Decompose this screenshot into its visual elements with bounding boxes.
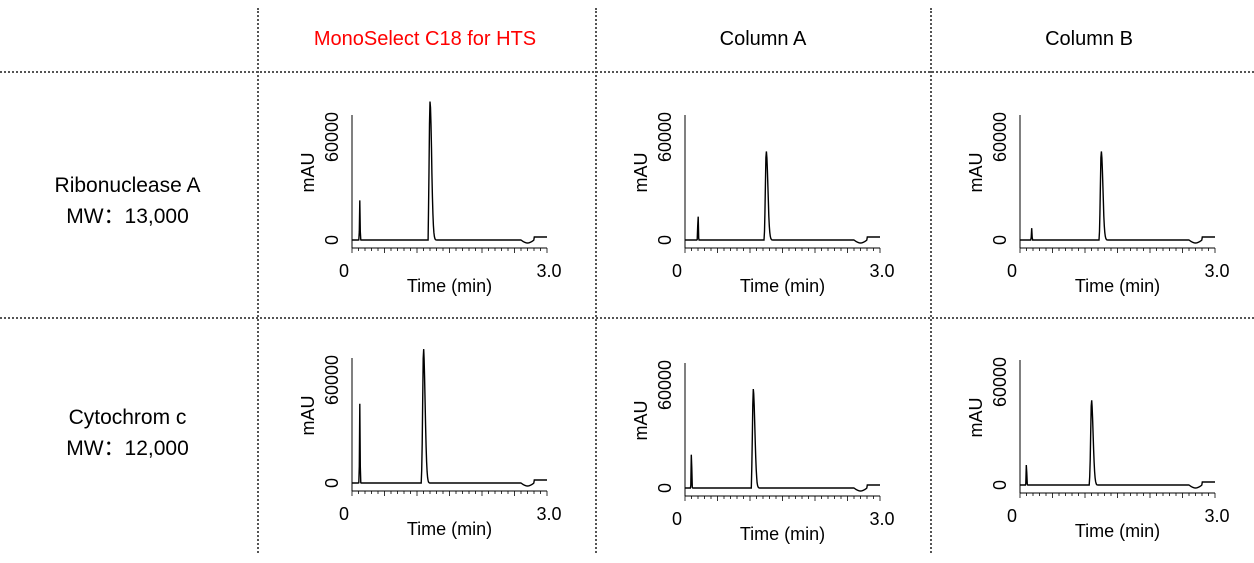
x-axis-label: Time (min) (407, 519, 492, 539)
x-tick-label-end: 3.0 (536, 504, 561, 524)
chromatogram-trace (685, 151, 880, 244)
y-tick-label-zero: 0 (990, 480, 1010, 490)
y-axis-label: mAU (631, 153, 651, 193)
column-header-column-b: Column B (1045, 28, 1133, 50)
y-tick-label-zero: 0 (322, 478, 342, 488)
y-tick-label-max: 60000 (990, 112, 1010, 162)
row-label-ribonuclease: Ribonuclease A MW：13,000 (0, 170, 255, 232)
column-divider-2 (595, 8, 597, 553)
chromatogram-trace (1020, 151, 1215, 244)
header-divider (0, 71, 1254, 73)
x-axis-label: Time (min) (740, 276, 825, 296)
x-tick-label-end: 3.0 (869, 509, 894, 529)
y-axis-label: mAU (966, 398, 986, 438)
x-tick-label-start: 0 (672, 261, 682, 281)
x-tick-label-end: 3.0 (1204, 506, 1229, 526)
x-axis-label: Time (min) (407, 276, 492, 296)
x-tick-label-end: 3.0 (536, 261, 561, 281)
y-axis-label: mAU (298, 396, 318, 436)
y-tick-label-zero: 0 (655, 483, 675, 493)
x-tick-label-end: 3.0 (869, 261, 894, 281)
x-tick-label-start: 0 (672, 509, 682, 529)
x-tick-label-start: 0 (1007, 261, 1017, 281)
chromatogram-trace (352, 349, 547, 487)
column-header-column-a: Column A (719, 28, 807, 50)
x-tick-label-start: 0 (339, 261, 349, 281)
row-mw: MW：12,000 (66, 437, 189, 460)
x-tick-label-start: 0 (1007, 506, 1017, 526)
x-axis-label: Time (min) (1075, 276, 1160, 296)
column-divider-1 (257, 8, 259, 553)
y-tick-label-zero: 0 (990, 235, 1010, 245)
row-mw: MW：13,000 (66, 205, 189, 228)
y-tick-label-zero: 0 (322, 235, 342, 245)
y-tick-label-zero: 0 (655, 235, 675, 245)
y-tick-label-max: 60000 (990, 357, 1010, 407)
x-tick-label-start: 0 (339, 504, 349, 524)
row-name: Ribonuclease A (54, 174, 201, 197)
y-tick-label-max: 60000 (322, 355, 342, 405)
x-axis-label: Time (min) (740, 524, 825, 544)
column-header-monoselect: MonoSelect C18 for HTS (313, 28, 537, 50)
row-name: Cytochrom c (68, 406, 187, 429)
x-tick-label-end: 3.0 (1204, 261, 1229, 281)
chromatogram-trace (352, 101, 547, 244)
y-axis-label: mAU (966, 153, 986, 193)
y-axis-label: mAU (631, 401, 651, 441)
row-label-cytochrom: Cytochrom c MW：12,000 (0, 402, 255, 464)
x-axis-label: Time (min) (1075, 521, 1160, 541)
y-tick-label-max: 60000 (655, 360, 675, 410)
y-tick-label-max: 60000 (655, 112, 675, 162)
chromatogram-trace (1020, 400, 1215, 489)
chromatogram-trace (685, 388, 880, 492)
y-tick-label-max: 60000 (322, 112, 342, 162)
column-divider-3 (930, 8, 932, 553)
row-divider (0, 317, 1254, 319)
y-axis-label: mAU (298, 153, 318, 193)
